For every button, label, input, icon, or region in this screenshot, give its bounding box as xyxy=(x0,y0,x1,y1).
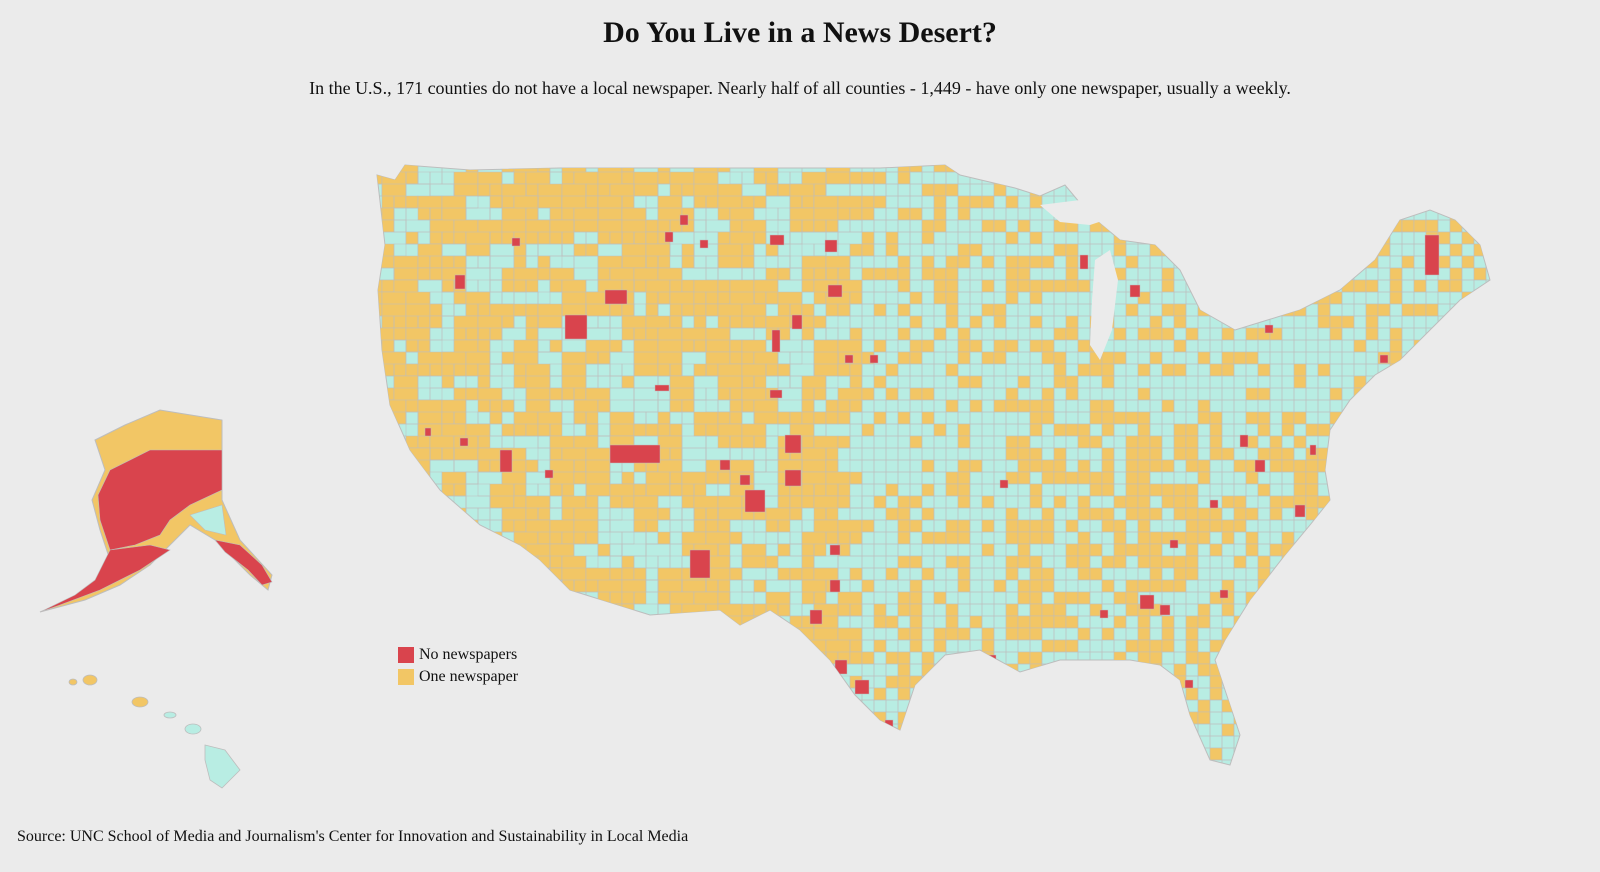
no-newspaper-county xyxy=(679,214,689,226)
no-newspaper-county xyxy=(511,237,521,247)
no-newspaper-county xyxy=(1254,459,1266,473)
no-newspaper-county xyxy=(869,354,879,364)
no-newspaper-county xyxy=(1169,539,1179,549)
no-newspaper-county xyxy=(827,284,843,298)
no-newspaper-county xyxy=(424,427,432,437)
legend-label: No newspapers xyxy=(419,646,518,663)
alaska xyxy=(39,409,273,613)
legend: No newspapers One newspaper xyxy=(398,644,518,688)
source-note: Source: UNC School of Media and Journali… xyxy=(17,828,689,845)
no-newspaper-county xyxy=(1379,354,1389,364)
no-newspaper-county xyxy=(1079,254,1089,270)
map-subtitle: In the U.S., 171 counties do not have a … xyxy=(309,78,1291,98)
no-newspaper-county xyxy=(1264,324,1274,334)
no-newspaper-county xyxy=(719,459,731,471)
no-newspaper-county xyxy=(1209,499,1219,509)
no-newspaper-county xyxy=(604,289,628,305)
no-newspaper-county xyxy=(769,389,783,399)
legend-item-no-newspapers: No newspapers xyxy=(398,644,518,666)
alaska-peninsula xyxy=(39,544,171,613)
no-newspaper-county xyxy=(689,549,711,579)
no-newspaper-county xyxy=(784,434,802,454)
no-newspaper-county xyxy=(854,679,870,695)
no-newspaper-county xyxy=(1184,679,1194,689)
no-newspaper-county xyxy=(824,239,838,253)
no-newspaper-county xyxy=(544,469,554,479)
no-newspaper-county xyxy=(791,314,803,330)
no-newspaper-county xyxy=(834,659,848,675)
no-newspaper-county xyxy=(499,449,513,473)
no-newspaper-county xyxy=(1139,594,1155,610)
alaska-southeast xyxy=(189,504,227,536)
legend-swatch-yellow xyxy=(398,669,414,685)
no-newspaper-county xyxy=(829,579,841,593)
no-newspaper-county xyxy=(454,274,466,290)
no-newspaper-county xyxy=(654,384,670,392)
no-newspaper-county xyxy=(1129,284,1141,298)
legend-swatch-red xyxy=(398,647,414,663)
legend-item-one-newspaper: One newspaper xyxy=(398,666,518,688)
hawaii xyxy=(68,674,241,789)
no-newspaper-county xyxy=(739,474,751,486)
no-newspaper-county xyxy=(1294,504,1306,518)
no-newspaper-county xyxy=(1239,434,1249,448)
no-newspaper-county xyxy=(829,544,841,556)
no-newspaper-county xyxy=(1424,234,1440,276)
no-newspaper-county xyxy=(1219,589,1229,599)
no-newspaper-county xyxy=(564,314,588,340)
no-newspaper-county xyxy=(784,469,802,487)
no-newspaper-county xyxy=(769,234,785,246)
no-newspaper-county xyxy=(699,239,709,249)
no-newspaper-county xyxy=(1309,444,1317,456)
no-newspaper-county xyxy=(459,437,469,447)
map-title: Do You Live in a News Desert? xyxy=(603,16,997,49)
lake-superior xyxy=(1040,200,1120,225)
no-newspaper-county xyxy=(799,639,811,653)
no-newspaper-county xyxy=(809,609,823,625)
alaska-panhandle xyxy=(214,539,273,586)
no-newspaper-county xyxy=(1159,604,1171,616)
lake-michigan xyxy=(1090,250,1118,360)
alaska-no-newspaper xyxy=(97,449,223,551)
legend-label: One newspaper xyxy=(419,668,519,685)
no-newspaper-county xyxy=(771,329,781,353)
no-newspaper-county xyxy=(744,489,766,513)
no-newspaper-county xyxy=(609,444,661,464)
contiguous-us xyxy=(376,164,1491,766)
no-newspaper-county xyxy=(844,354,854,364)
no-newspaper-county xyxy=(1099,609,1109,619)
no-newspaper-county xyxy=(664,231,674,243)
no-newspaper-county xyxy=(999,479,1009,489)
